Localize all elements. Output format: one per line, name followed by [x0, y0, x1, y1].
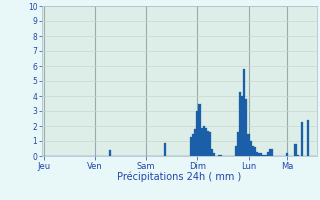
- Bar: [164, 142, 166, 156]
- Bar: [239, 92, 241, 156]
- Bar: [190, 137, 192, 156]
- Bar: [250, 141, 252, 156]
- Bar: [307, 120, 309, 156]
- Bar: [247, 134, 250, 156]
- Bar: [198, 104, 201, 156]
- Bar: [241, 96, 243, 156]
- Bar: [294, 144, 297, 156]
- Bar: [256, 152, 258, 156]
- Bar: [205, 128, 207, 156]
- Bar: [258, 153, 260, 156]
- Bar: [194, 129, 196, 156]
- Bar: [220, 154, 222, 156]
- Bar: [201, 128, 203, 156]
- Bar: [207, 130, 209, 156]
- Bar: [213, 153, 215, 156]
- Bar: [286, 153, 288, 156]
- Bar: [252, 146, 254, 156]
- Bar: [260, 153, 262, 156]
- Bar: [254, 147, 256, 156]
- Bar: [243, 69, 245, 156]
- Bar: [245, 99, 247, 156]
- Bar: [271, 148, 273, 156]
- Bar: [297, 154, 299, 156]
- Bar: [267, 152, 269, 156]
- Bar: [237, 132, 239, 156]
- Bar: [301, 121, 303, 156]
- Bar: [192, 134, 194, 156]
- X-axis label: Précipitations 24h ( mm ): Précipitations 24h ( mm ): [117, 172, 241, 182]
- Bar: [196, 111, 198, 156]
- Bar: [235, 146, 237, 156]
- Bar: [269, 148, 271, 156]
- Bar: [218, 154, 220, 156]
- Bar: [109, 150, 111, 156]
- Bar: [211, 148, 213, 156]
- Bar: [209, 132, 211, 156]
- Bar: [203, 126, 205, 156]
- Bar: [262, 154, 265, 156]
- Bar: [265, 154, 267, 156]
